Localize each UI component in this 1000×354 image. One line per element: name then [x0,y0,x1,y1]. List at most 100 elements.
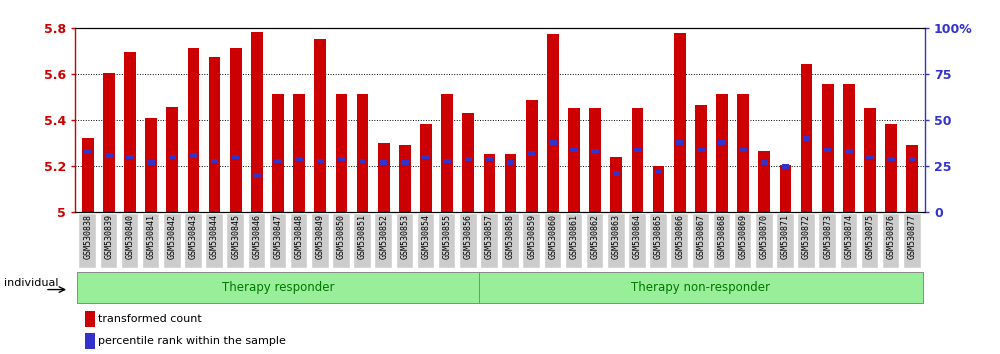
Text: GSM530877: GSM530877 [908,214,917,259]
FancyBboxPatch shape [333,214,350,268]
Bar [505,154,516,212]
Bar [357,94,368,212]
Bar [676,140,683,145]
Text: GSM530856: GSM530856 [464,214,473,259]
FancyBboxPatch shape [735,214,751,268]
Bar [528,151,535,156]
Bar [782,164,789,169]
FancyBboxPatch shape [79,214,96,268]
Bar [591,149,599,154]
Bar [85,333,95,349]
Bar [570,148,578,152]
Bar [272,94,284,212]
FancyBboxPatch shape [587,214,603,268]
FancyBboxPatch shape [545,214,561,268]
Text: GSM530852: GSM530852 [379,214,388,259]
Bar [866,155,874,159]
Bar [380,160,387,165]
FancyBboxPatch shape [397,214,413,268]
Bar [443,159,451,163]
Bar [441,94,453,212]
FancyBboxPatch shape [122,214,138,268]
Text: GSM530867: GSM530867 [696,214,705,259]
Text: GSM530845: GSM530845 [231,214,240,259]
Bar [378,143,390,212]
Bar [634,148,641,152]
FancyBboxPatch shape [904,214,921,268]
Bar [295,157,303,161]
Text: GSM530860: GSM530860 [548,214,557,259]
FancyBboxPatch shape [77,272,479,303]
Bar [780,165,791,212]
Bar [147,160,155,165]
Bar [613,171,620,176]
Text: transformed count: transformed count [98,314,202,325]
Text: GSM530863: GSM530863 [612,214,621,259]
Bar [293,94,305,212]
Text: GSM530847: GSM530847 [273,214,282,259]
Bar [232,155,239,159]
Text: GSM530858: GSM530858 [506,214,515,259]
Bar [801,64,812,212]
Bar [317,159,324,163]
Bar [84,149,91,154]
Text: GSM530861: GSM530861 [570,214,579,259]
Bar [169,155,176,159]
Text: GSM530868: GSM530868 [718,214,727,259]
Bar [718,140,726,145]
Bar [486,157,493,161]
Bar [885,124,897,212]
Bar [737,94,749,212]
Bar [589,108,601,212]
Text: GSM530874: GSM530874 [844,214,853,259]
Text: GSM530849: GSM530849 [316,214,325,259]
Text: GSM530862: GSM530862 [591,214,600,259]
Bar [697,148,705,152]
Text: Therapy non-responder: Therapy non-responder [631,281,770,293]
Text: GSM530870: GSM530870 [760,214,769,259]
FancyBboxPatch shape [312,214,329,268]
Bar [549,140,557,145]
Text: GSM530871: GSM530871 [781,214,790,259]
Bar [887,157,895,161]
FancyBboxPatch shape [375,214,392,268]
Bar [906,144,918,212]
Text: GSM530869: GSM530869 [739,214,748,259]
Bar [211,159,218,163]
Bar [338,157,345,161]
Bar [568,108,580,212]
Text: GSM530839: GSM530839 [104,214,113,259]
FancyBboxPatch shape [479,272,923,303]
FancyBboxPatch shape [629,214,646,268]
Bar [359,159,366,163]
Text: GSM530865: GSM530865 [654,214,663,259]
Text: GSM530855: GSM530855 [443,214,452,259]
FancyBboxPatch shape [756,214,773,268]
Text: GSM530842: GSM530842 [168,214,177,259]
FancyBboxPatch shape [819,214,836,268]
Bar [465,157,472,161]
Text: GSM530853: GSM530853 [400,214,409,259]
Bar [547,34,559,212]
Bar [399,144,411,212]
FancyBboxPatch shape [523,214,540,268]
Bar [105,153,113,158]
FancyBboxPatch shape [566,214,582,268]
Text: GSM530857: GSM530857 [485,214,494,259]
Text: GSM530876: GSM530876 [887,214,896,259]
FancyBboxPatch shape [481,214,498,268]
Bar [610,157,622,212]
Text: GSM530872: GSM530872 [802,214,811,259]
Bar [145,118,157,212]
Bar [103,73,115,212]
Bar [484,154,495,212]
Text: GSM530875: GSM530875 [866,214,875,259]
FancyBboxPatch shape [798,214,815,268]
Bar [803,136,810,141]
Bar [526,99,538,212]
FancyBboxPatch shape [693,214,709,268]
Bar [188,48,199,212]
Bar [655,170,662,174]
Bar [716,94,728,212]
Text: GSM530848: GSM530848 [295,214,304,259]
